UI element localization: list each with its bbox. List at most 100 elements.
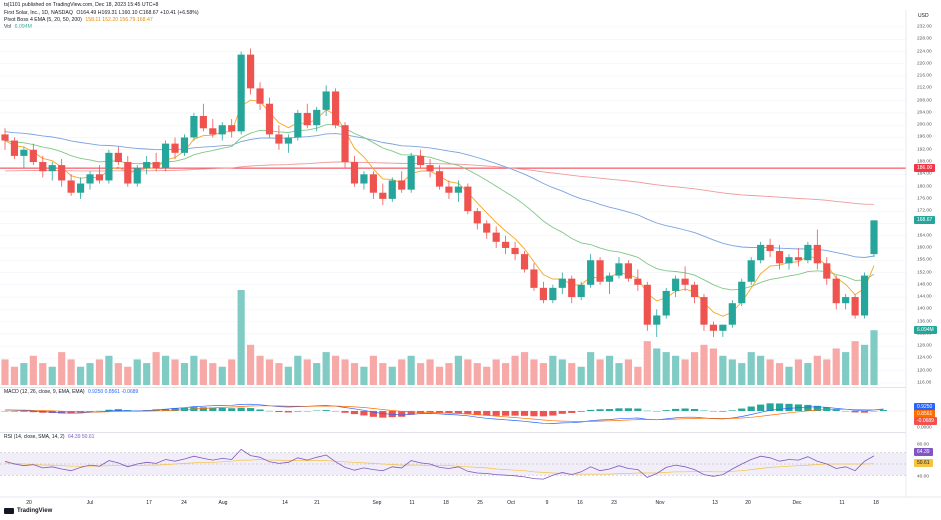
candle-body xyxy=(435,171,444,187)
volume-bar xyxy=(313,363,321,385)
macd-histogram-bar xyxy=(435,411,444,413)
volume-bar xyxy=(180,363,189,385)
price-tick: 148.00 xyxy=(917,282,932,288)
macd-histogram-bar xyxy=(86,411,94,412)
candle-body xyxy=(199,116,207,129)
macd-histogram-bar xyxy=(511,411,519,416)
macd-histogram-bar xyxy=(284,411,292,413)
volume-bar xyxy=(246,344,255,385)
volume-bar xyxy=(209,363,217,385)
volume-bar xyxy=(530,359,538,385)
volume-bar xyxy=(775,363,784,385)
candle-body xyxy=(842,297,850,304)
rsi-legend: RSI (14, close, SMA, 14, 2) 64.39 50.61 xyxy=(4,434,94,440)
candle-body xyxy=(284,137,292,144)
candle-body xyxy=(388,180,396,199)
volume-bar xyxy=(322,352,330,385)
macd-histogram-bar xyxy=(785,403,793,411)
candle-body xyxy=(700,297,708,325)
candle-body xyxy=(105,152,113,181)
chart-svg[interactable] xyxy=(0,0,941,500)
macd-signal-line xyxy=(4,405,884,422)
rsi-tick-40: 40.00 xyxy=(917,474,930,480)
candle-body xyxy=(719,324,727,331)
macd-histogram-bar xyxy=(209,407,217,411)
volume-bar xyxy=(605,355,614,385)
macd-tick: 0.0000 xyxy=(917,425,932,431)
macd-histogram-bar xyxy=(67,411,75,414)
price-tick: 140.00 xyxy=(917,306,932,312)
price-tick: 232.00 xyxy=(917,24,932,30)
volume-bar xyxy=(842,352,850,385)
symbol-line: First Solar, Inc., 1D, NASDAQ O164.49 H1… xyxy=(4,10,199,17)
volume-bar xyxy=(284,366,292,385)
pane-separator-rsi[interactable] xyxy=(0,432,906,433)
volume-bar xyxy=(95,359,104,385)
macd-histogram-bar xyxy=(10,411,19,412)
candle-body xyxy=(246,54,255,89)
rsi-values: 64.39 50.61 xyxy=(67,434,95,440)
volume-bar xyxy=(265,359,274,385)
rsi-label: RSI (14, close, SMA, 14, 2) xyxy=(4,434,65,440)
macd-hist-badge: -0.0689 xyxy=(914,417,937,425)
macd-histogram-bar xyxy=(29,411,37,413)
hline-price-badge: 186.00 xyxy=(914,164,936,173)
volume-bar xyxy=(256,355,264,385)
candle-body xyxy=(549,287,557,301)
volume-bar xyxy=(369,355,377,385)
volume-bar xyxy=(558,359,566,385)
volume-bar xyxy=(228,359,236,385)
candle-body xyxy=(596,260,604,282)
volume-bar xyxy=(48,366,56,385)
candle-body xyxy=(662,290,670,316)
volume-bar xyxy=(39,363,47,385)
time-tick: 24 xyxy=(181,500,187,506)
macd-histogram-bar xyxy=(728,410,736,411)
candle-body xyxy=(568,278,576,298)
macd-histogram-bar xyxy=(464,411,472,415)
rsi-line xyxy=(4,448,875,480)
price-tick: 144.00 xyxy=(917,294,932,300)
time-tick: 21 xyxy=(314,500,320,506)
macd-histogram-bar xyxy=(719,411,727,412)
ema-200-line xyxy=(4,161,875,205)
volume-bar xyxy=(539,363,547,385)
macd-histogram-bar xyxy=(492,411,500,416)
macd-histogram-bar xyxy=(577,411,585,412)
volume-bar xyxy=(643,341,651,385)
volume-bar xyxy=(700,344,708,385)
candle-body xyxy=(643,284,651,325)
volume-bar xyxy=(785,366,793,385)
candle-body xyxy=(587,260,595,285)
price-tick: 228.00 xyxy=(917,36,932,42)
macd-histogram-bar xyxy=(161,408,170,411)
volume-bar xyxy=(388,366,396,385)
candle-body xyxy=(10,140,19,156)
volume-bar xyxy=(653,348,661,385)
volume-bar xyxy=(870,330,878,385)
volume-bar xyxy=(237,290,245,385)
candle-body xyxy=(520,254,529,270)
candle-body xyxy=(313,109,321,126)
macd-histogram-bar xyxy=(530,411,538,417)
volume-bar xyxy=(114,363,122,385)
macd-histogram-bar xyxy=(851,411,859,413)
candle-body xyxy=(870,220,878,255)
currency-label: USD xyxy=(918,13,929,19)
volume-bar xyxy=(86,363,94,385)
macd-histogram-bar xyxy=(256,409,264,411)
macd-histogram-bar xyxy=(832,409,840,411)
candle-body xyxy=(615,263,623,276)
pane-separator-macd[interactable] xyxy=(0,387,906,388)
footer-brand[interactable]: TradingView xyxy=(4,508,52,514)
volume-bar xyxy=(757,355,765,385)
volume-bar xyxy=(690,352,699,385)
candle-body xyxy=(709,324,718,331)
macd-histogram-bar xyxy=(341,411,349,413)
candle-body xyxy=(143,162,151,169)
volume-bar xyxy=(199,359,207,385)
candle-body xyxy=(350,162,359,184)
macd-legend: MACD (12, 26, close, 9, EMA, EMA) 0.9250… xyxy=(4,389,138,395)
volume-bar xyxy=(1,359,9,385)
candle-body xyxy=(738,281,746,304)
